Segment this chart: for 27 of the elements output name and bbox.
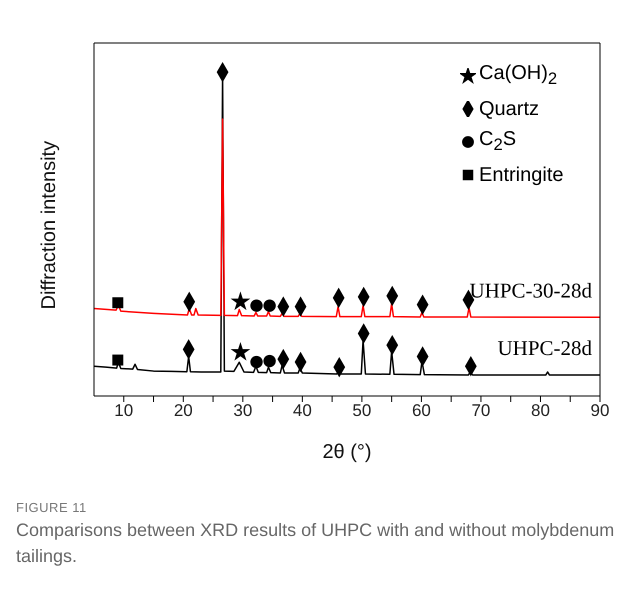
point [250, 299, 263, 312]
legend-label: C$_{2}$S [479, 128, 516, 154]
x-axis-title: 2θ (°) [322, 441, 372, 463]
series-label: UHPC-30-28d [469, 278, 592, 302]
x-tick-label: 10 [114, 401, 134, 420]
x-tick-label: 50 [352, 401, 372, 420]
x-tick-label: 20 [174, 401, 193, 420]
x-tick-label: 90 [590, 401, 610, 420]
y-axis-title: Diffraction intensity [38, 140, 60, 310]
x-tick-label: 40 [292, 401, 312, 420]
series-label: UHPC-28d [497, 336, 592, 360]
x-tick-label: 60 [412, 401, 431, 420]
point [263, 354, 276, 368]
x-tick-label: 70 [471, 401, 490, 420]
point [230, 291, 250, 310]
x-tick-label: 80 [531, 401, 550, 420]
legend-label: Quartz [479, 98, 540, 120]
caption: FIGURE 11 [16, 500, 87, 515]
point [250, 356, 263, 368]
point [112, 297, 124, 308]
legend-label: Entringite [479, 164, 564, 186]
point [230, 342, 250, 361]
x-tick-label: 30 [233, 401, 252, 420]
point [263, 299, 276, 312]
point [112, 354, 124, 366]
text: Comparisons between XRD results of UHPC with and without molybdenum tailings. [16, 520, 614, 566]
legend-label: Ca(OH)$_{2}$ [479, 62, 558, 88]
